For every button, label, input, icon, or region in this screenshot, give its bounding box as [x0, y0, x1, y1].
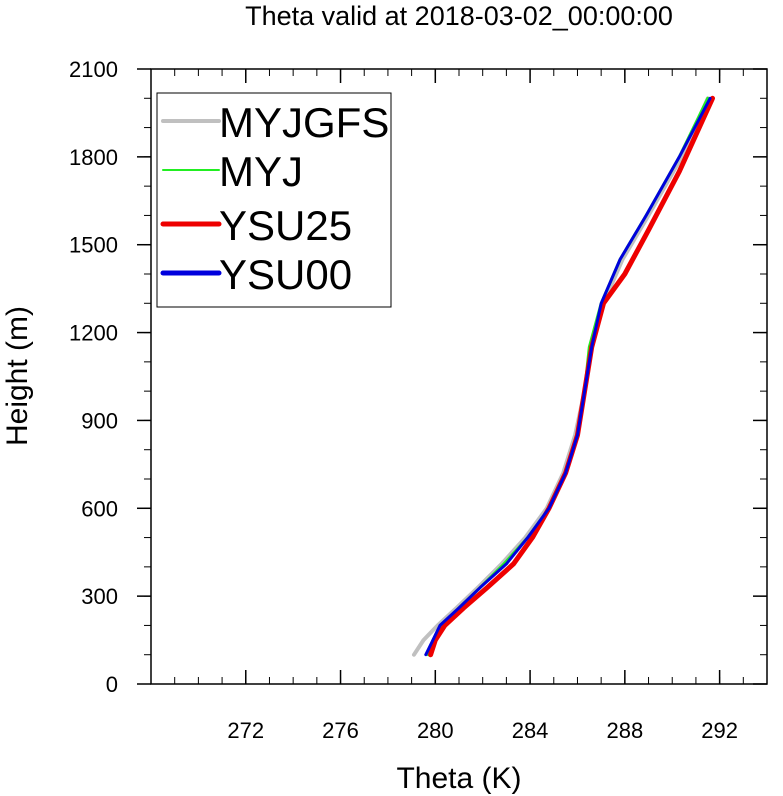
series-lines: [412, 95, 715, 658]
series-line-ysu25: [428, 95, 715, 658]
x-tick-label: 276: [322, 718, 359, 743]
y-tick-label: 0: [106, 672, 118, 697]
x-tick-label: 272: [227, 718, 264, 743]
y-tick-label: 2100: [69, 57, 118, 82]
y-tick-label: 1800: [69, 145, 118, 170]
series-line-ysu00: [424, 96, 712, 657]
legend-label-myj: MYJ: [219, 148, 303, 195]
legend-label-ysu25: YSU25: [219, 202, 352, 249]
y-tick-label: 1200: [69, 321, 118, 346]
x-tick-label: 284: [512, 718, 549, 743]
y-axis-label: Height (m): [1, 306, 34, 446]
x-tick-label: 292: [701, 718, 738, 743]
y-tick-label: 600: [81, 496, 118, 521]
axis-ticks: [137, 68, 768, 685]
legend-label-ysu00: YSU00: [219, 251, 352, 298]
chart-title: Theta valid at 2018-03-02_00:00:00: [245, 1, 673, 31]
y-tick-label: 1500: [69, 233, 118, 258]
legend-label-myjgfs: MYJGFS: [219, 99, 389, 146]
x-tick-label: 280: [417, 718, 454, 743]
y-tick-label: 300: [81, 584, 118, 609]
tick-labels: 272 276 280 284 288 292 0 300 600 900 1200 1500 1800…: [69, 57, 738, 743]
y-tick-label: 900: [81, 408, 118, 433]
plot-frame: [150, 68, 768, 685]
x-tick-label: 288: [606, 718, 643, 743]
x-axis-label: Theta (K): [396, 762, 521, 795]
